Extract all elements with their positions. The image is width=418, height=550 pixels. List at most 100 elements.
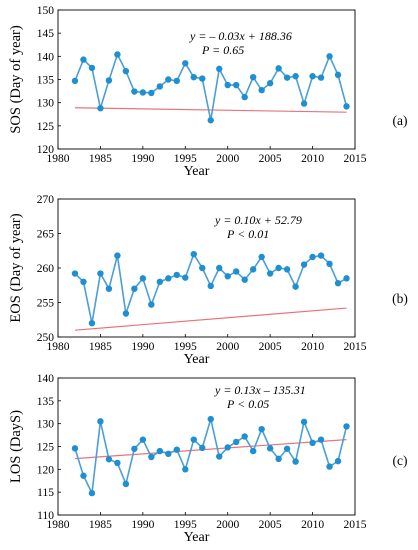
x-axis-title: Year	[184, 164, 210, 179]
x-tick-label: 2005	[259, 341, 282, 353]
data-point	[131, 88, 138, 95]
x-tick-label: 1985	[89, 153, 112, 165]
y-tick-label: 120	[37, 144, 55, 156]
data-point	[249, 73, 257, 81]
data-point	[71, 270, 79, 277]
plot-frame	[57, 377, 356, 516]
regression-equation: y = – 0.03x + 188.36	[189, 29, 292, 43]
data-point	[165, 450, 172, 458]
data-point	[182, 466, 189, 473]
x-tick-label: 1995	[174, 519, 197, 531]
data-point	[326, 260, 333, 268]
data-point	[148, 301, 155, 308]
data-point	[216, 453, 223, 460]
y-tick-label: 145	[37, 28, 55, 40]
x-tick-label: 1990	[131, 341, 154, 353]
x-tick-label: 1985	[89, 341, 112, 353]
data-point	[105, 77, 113, 84]
p-value-label: P < 0.01	[226, 227, 269, 241]
data-point	[292, 283, 299, 290]
data-point	[105, 456, 113, 463]
plot-frame	[57, 198, 356, 338]
y-tick-label: 250	[37, 332, 55, 344]
y-tick-label: 150	[37, 5, 55, 17]
data-point	[156, 278, 164, 285]
data-point	[88, 64, 96, 72]
data-point	[216, 264, 223, 272]
data-point	[275, 455, 282, 463]
data-point	[122, 480, 130, 488]
trend-line	[74, 107, 347, 113]
x-tick-label: 2000	[216, 519, 239, 531]
x-tick-label: 1995	[174, 153, 197, 165]
x-tick-label: 2015	[344, 341, 367, 353]
data-point	[300, 418, 308, 426]
x-tick-label: 1980	[47, 153, 70, 165]
data-point	[139, 89, 147, 96]
trend-line	[74, 307, 347, 331]
y-tick-label: 265	[37, 229, 55, 241]
y-tick-label: 120	[37, 464, 55, 476]
data-point	[71, 445, 79, 452]
x-tick-label: 2000	[216, 341, 239, 353]
panel-label: (c)	[393, 453, 408, 468]
p-value-label: P < 0.05	[226, 397, 269, 411]
data-point	[266, 80, 274, 87]
data-point	[343, 103, 350, 110]
data-point	[156, 83, 164, 90]
data-point	[233, 438, 240, 446]
data-point	[207, 117, 214, 124]
data-point	[317, 436, 325, 443]
data-point	[173, 271, 180, 279]
x-tick-label: 2005	[259, 153, 282, 165]
data-point	[343, 275, 350, 282]
data-point	[317, 74, 325, 81]
data-point	[266, 270, 274, 277]
x-tick-label: 2010	[301, 153, 324, 165]
y-axis-title: LOS (DayS)	[8, 410, 24, 483]
data-point	[258, 253, 265, 261]
data-point	[88, 489, 96, 497]
regression-equation: y = 0.10x + 52.79	[214, 213, 302, 227]
data-point	[190, 73, 197, 81]
x-tick-label: 1990	[131, 519, 154, 531]
data-point	[309, 73, 316, 80]
data-point	[241, 276, 248, 283]
y-tick-label: 110	[37, 510, 54, 522]
y-axis-title: SOS (Day of year)	[8, 25, 24, 133]
chart-panel-2: 250 255 260 265 270 1980 1985 1990 1995 2000 2005 2…	[8, 194, 408, 367]
data-point	[122, 310, 130, 317]
y-tick-label: 135	[37, 75, 55, 87]
data-point	[199, 75, 206, 82]
x-tick-label: 2015	[344, 519, 367, 531]
x-tick-label: 1990	[131, 153, 154, 165]
data-point	[224, 81, 231, 89]
y-tick-label: 255	[37, 298, 55, 310]
data-point	[122, 67, 130, 75]
data-point	[80, 56, 87, 63]
data-point	[182, 274, 189, 281]
data-point	[173, 77, 180, 85]
data-point	[190, 251, 197, 258]
y-tick-label: 135	[37, 396, 55, 408]
data-point	[190, 436, 197, 443]
data-point	[309, 439, 316, 447]
data-point	[258, 425, 265, 433]
y-tick-label: 270	[37, 194, 55, 206]
data-point	[71, 77, 79, 85]
data-point	[148, 89, 155, 97]
data-point	[283, 266, 291, 273]
y-tick-label: 130	[37, 98, 55, 110]
data-point	[249, 266, 257, 273]
data-point	[97, 105, 104, 112]
data-point	[207, 282, 214, 290]
data-point	[309, 253, 316, 261]
panel-label: (b)	[392, 291, 408, 306]
data-point	[182, 60, 189, 67]
data-point	[258, 86, 265, 94]
y-tick-label: 115	[37, 487, 54, 499]
data-point	[156, 447, 164, 455]
data-point	[88, 320, 96, 327]
x-tick-label: 1995	[174, 341, 197, 353]
data-point	[139, 275, 147, 282]
